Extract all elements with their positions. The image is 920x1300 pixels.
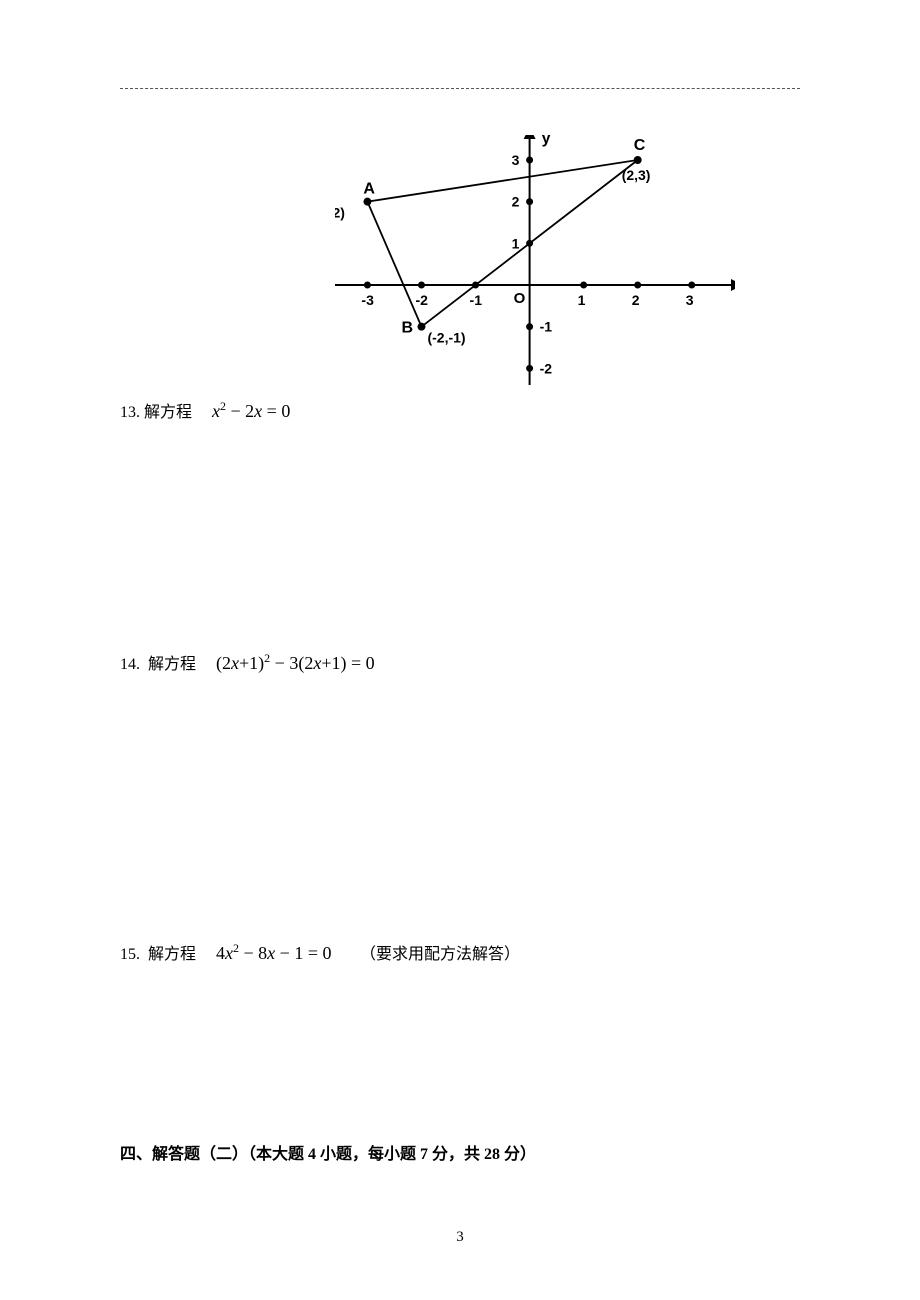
svg-text:(-2,-1): (-2,-1) (427, 330, 465, 346)
svg-text:y: y (542, 135, 551, 147)
page-number: 3 (0, 1229, 920, 1246)
svg-text:-1: -1 (470, 292, 483, 308)
problem-label: 解方程 (144, 404, 192, 421)
problem-number: 13. (120, 404, 140, 421)
svg-text:O: O (514, 290, 526, 307)
problem-equation: 4x2 − 8x − 1 = 0 (216, 943, 336, 963)
problem-14: 14. 解方程 (2x+1)2 − 3(2x+1) = 0 (120, 650, 800, 674)
problem-label: 解方程 (148, 946, 196, 963)
svg-text:3: 3 (512, 152, 520, 168)
svg-text:A: A (363, 181, 375, 198)
header-rule (120, 88, 800, 89)
problem-13: 13. 解方程 x2 − 2x = 0 (120, 398, 800, 422)
page: xyO-3-2-1123-2-1123A(-3,2)B(-2,-1)C(2,3)… (0, 0, 920, 1300)
problem-15: 15. 解方程 4x2 − 8x − 1 = 0 （要求用配方法解答） (120, 940, 800, 964)
svg-text:3: 3 (686, 292, 694, 308)
svg-text:2: 2 (632, 292, 640, 308)
svg-text:2: 2 (512, 194, 520, 210)
svg-text:-1: -1 (540, 319, 553, 335)
problem-number: 15. (120, 946, 140, 963)
coordinate-svg: xyO-3-2-1123-2-1123A(-3,2)B(-2,-1)C(2,3) (335, 135, 735, 385)
svg-text:1: 1 (578, 292, 586, 308)
svg-text:1: 1 (512, 235, 520, 251)
problem-equation: (2x+1)2 − 3(2x+1) = 0 (216, 653, 375, 673)
coordinate-chart: xyO-3-2-1123-2-1123A(-3,2)B(-2,-1)C(2,3) (335, 135, 735, 385)
problem-number: 14. (120, 656, 140, 673)
svg-text:(2,3): (2,3) (622, 167, 651, 183)
svg-text:(-3,2): (-3,2) (335, 205, 345, 221)
svg-text:-2: -2 (540, 360, 553, 376)
problem-label: 解方程 (148, 656, 196, 673)
svg-text:C: C (634, 137, 646, 154)
svg-text:-2: -2 (415, 292, 428, 308)
svg-text:B: B (401, 320, 413, 337)
svg-text:-3: -3 (361, 292, 374, 308)
problem-note: （要求用配方法解答） (360, 946, 520, 963)
section-header: 四、解答题（二）（本大题 4 小题，每小题 7 分，共 28 分） (120, 1140, 536, 1164)
problem-equation: x2 − 2x = 0 (212, 401, 290, 421)
